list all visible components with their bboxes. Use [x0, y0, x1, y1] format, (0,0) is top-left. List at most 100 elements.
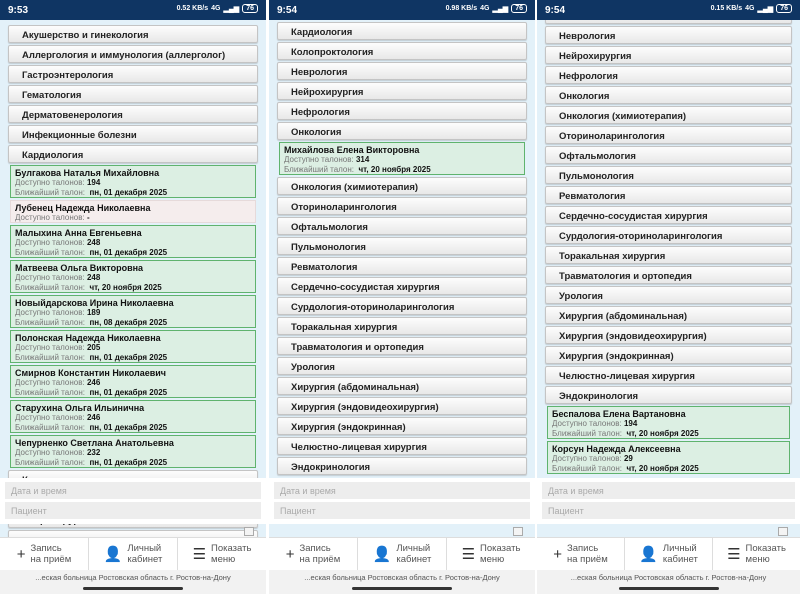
specialty-item[interactable]: Акушерство и гинекология: [8, 25, 258, 43]
bottom-nav: + Запись на приём 👤 Личный кабинет ☰ Показать…: [537, 537, 800, 570]
specialty-item[interactable]: Офтальмология: [545, 146, 792, 164]
gesture-handle[interactable]: [618, 587, 719, 590]
specialty-item[interactable]: Хирургия (абдоминальная): [277, 377, 527, 395]
specialty-item[interactable]: Кардиология: [277, 22, 527, 40]
doctor-card[interactable]: Новыйдарскова Ирина Николаевна Доступно …: [10, 295, 256, 328]
specialty-item[interactable]: Аллергология и иммунология (аллерголог): [8, 45, 258, 63]
specialty-item[interactable]: Пульмонология: [545, 166, 792, 184]
patient-input[interactable]: Пациент: [5, 502, 261, 519]
specialty-item[interactable]: Нефрология: [277, 102, 527, 120]
specialty-item[interactable]: Торакальная хирургия: [277, 317, 527, 335]
gesture-handle[interactable]: [83, 587, 183, 590]
status-time: 9:54: [545, 5, 566, 16]
specialty-item[interactable]: Кардиология: [8, 145, 258, 163]
specialty-item[interactable]: Онкология (химиотерапия): [545, 106, 792, 124]
gesture-handle[interactable]: [352, 587, 452, 590]
specialty-item[interactable]: Пульмонология: [277, 237, 527, 255]
specialty-item[interactable]: Нейрохирургия: [545, 46, 792, 64]
patient-input[interactable]: Пациент: [542, 502, 795, 519]
available-tickets: Доступно талонов: 246: [15, 413, 101, 422]
specialty-item[interactable]: Неврология: [545, 26, 792, 44]
personal-cabinet-button[interactable]: 👤 Личный кабинет: [625, 538, 713, 570]
specialty-item[interactable]: Травматология и ортопедия: [545, 266, 792, 284]
specialty-item[interactable]: Хирургия (эндокринная): [277, 417, 527, 435]
available-tickets: Доступно талонов: -: [15, 213, 90, 222]
available-tickets: Доступно талонов: 314: [284, 155, 370, 164]
specialty-label: Хирургия (эндовидеохирургия): [559, 331, 707, 342]
doctor-card[interactable]: Чепурненко Светлана Анатольевна Доступно…: [10, 435, 256, 468]
show-menu-button[interactable]: ☰ Показать меню: [192, 543, 252, 565]
specialty-item[interactable]: Офтальмология: [277, 217, 527, 235]
datetime-input[interactable]: Дата и время: [5, 482, 261, 499]
book-appointment-button[interactable]: + Запись на приём: [0, 538, 89, 570]
specialty-item[interactable]: Хирургия (абдоминальная): [545, 306, 792, 324]
specialty-item[interactable]: Хирургия (эндовидеохирургия): [277, 397, 527, 415]
specialty-item[interactable]: Колопроктология: [277, 42, 527, 60]
specialty-item[interactable]: Гастроэнтерология: [8, 65, 258, 83]
specialty-item[interactable]: Хирургия (эндовидеохирургия): [545, 326, 792, 344]
specialty-item[interactable]: Онкология: [277, 122, 527, 140]
specialty-item[interactable]: Сурдология-оториноларингология: [545, 226, 792, 244]
specialty-item[interactable]: Инфекционные болезни: [8, 125, 258, 143]
available-tickets: Доступно талонов: 189: [15, 308, 101, 317]
doctor-name: Малыхина Анна Евгеньевна: [15, 228, 142, 238]
specialty-item[interactable]: Неврология: [277, 62, 527, 80]
specialty-label: Кардиология: [22, 150, 84, 161]
specialty-item[interactable]: Ревматология: [545, 186, 792, 204]
show-menu-button[interactable]: ☰ Показать меню: [727, 543, 786, 565]
specialty-label: Челюстно-лицевая хирургия: [559, 371, 695, 382]
specialty-item[interactable]: Хирургия (эндокринная): [545, 346, 792, 364]
show-menu-button[interactable]: ☰ Показать меню: [461, 543, 521, 565]
specialty-label: Нефрология: [291, 107, 350, 118]
doctor-card[interactable]: Смирнов Константин Николаевич Доступно т…: [10, 365, 256, 398]
specialty-label: Неврология: [291, 67, 348, 78]
personal-cabinet-button[interactable]: 👤 Личный кабинет: [358, 538, 447, 570]
specialty-item[interactable]: Урология: [545, 286, 792, 304]
specialty-item[interactable]: Оториноларингология: [545, 126, 792, 144]
doctor-card[interactable]: Матвеева Ольга Викторовна Доступно талон…: [10, 260, 256, 293]
specialty-item[interactable]: Урология: [277, 357, 527, 375]
specialty-item[interactable]: Сердечно-сосудистая хирургия: [277, 277, 527, 295]
specialty-item[interactable]: Эндокринология: [545, 386, 792, 404]
specialty-item[interactable]: Нефрология: [545, 66, 792, 84]
book-appointment-button[interactable]: + Запись на приём: [537, 538, 625, 570]
available-tickets: Доступно талонов: 29: [552, 454, 633, 463]
specialty-label: Эндокринология: [559, 391, 639, 402]
screen-2: 9:54 0.98 KB/s 4G ▂▄▆ 76 Кардиология Коло…: [269, 0, 535, 594]
specialty-item[interactable]: Дерматовенерология: [8, 105, 258, 123]
specialty-item[interactable]: Нейрохирургия: [277, 82, 527, 100]
specialty-item[interactable]: Онкология (химиотерапия): [277, 177, 527, 195]
specialty-item[interactable]: Торакальная хирургия: [545, 246, 792, 264]
specialty-label: Ревматология: [291, 262, 358, 273]
datetime-input[interactable]: Дата и время: [274, 482, 530, 499]
specialty-list: Кардиология Колопроктология Неврология Нейр…: [277, 22, 527, 477]
doctor-card[interactable]: Малыхина Анна Евгеньевна Доступно талоно…: [10, 225, 256, 258]
book-appointment-button[interactable]: + Запись на приём: [269, 538, 358, 570]
specialty-item[interactable]: Травматология и ортопедия: [277, 337, 527, 355]
menu-icon: ☰: [461, 545, 476, 563]
specialty-label: Эндокринология: [291, 462, 371, 473]
doctor-card[interactable]: Корсун Надежда Алексеевна Доступно талон…: [547, 441, 790, 474]
doctor-card[interactable]: Михайлова Елена Викторовна Доступно тало…: [279, 142, 525, 175]
personal-cabinet-button[interactable]: 👤 Личный кабинет: [89, 538, 178, 570]
doctor-name: Михайлова Елена Викторовна: [284, 145, 420, 155]
nearest-ticket: Ближайший талон: чт, 20 ноября 2025: [15, 283, 162, 292]
specialty-item[interactable]: Сурдология-оториноларингология: [277, 297, 527, 315]
specialty-item[interactable]: Ревматология: [277, 257, 527, 275]
patient-input[interactable]: Пациент: [274, 502, 530, 519]
doctor-card[interactable]: Старухина Ольга Ильинична Доступно талон…: [10, 400, 256, 433]
doctor-card[interactable]: Беспалова Елена Вартановна Доступно тало…: [547, 406, 790, 439]
broken-image-icon: [244, 527, 254, 536]
specialty-item[interactable]: Челюстно-лицевая хирургия: [277, 437, 527, 455]
specialty-item[interactable]: Онкология: [545, 86, 792, 104]
specialty-item[interactable]: Эндокринология: [277, 457, 527, 475]
specialty-item[interactable]: Оториноларингология: [277, 197, 527, 215]
user-icon: 👤: [103, 545, 123, 563]
doctor-card[interactable]: Булгакова Наталья Михайловна Доступно та…: [10, 165, 256, 198]
specialty-item[interactable]: Гематология: [8, 85, 258, 103]
doctor-name: Матвеева Ольга Викторовна: [15, 263, 144, 273]
specialty-item[interactable]: Сердечно-сосудистая хирургия: [545, 206, 792, 224]
specialty-item[interactable]: Челюстно-лицевая хирургия: [545, 366, 792, 384]
datetime-input[interactable]: Дата и время: [542, 482, 795, 499]
doctor-card[interactable]: Полонская Надежда Николаевна Доступно та…: [10, 330, 256, 363]
